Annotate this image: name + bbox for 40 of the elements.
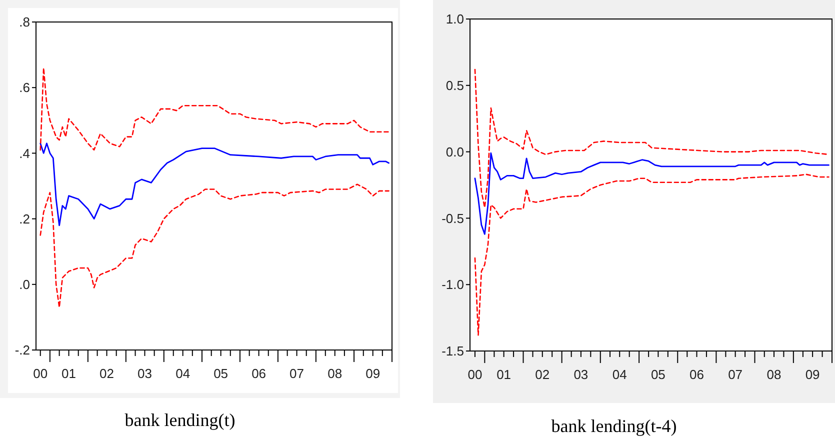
x-tick-label: 02 — [535, 367, 550, 382]
y-tick-label: .4 — [19, 146, 30, 161]
x-tick-label: 08 — [766, 367, 782, 382]
x-tick-label: 02 — [100, 366, 114, 381]
x-tick-label: 03 — [138, 366, 152, 381]
x-axis-title: bank lending(t) — [124, 410, 236, 430]
line-series — [40, 142, 390, 226]
y-tick-label: .0 — [19, 276, 30, 292]
x-tick-label: 05 — [650, 367, 666, 382]
x-tick-label: 03 — [574, 367, 588, 382]
line-series — [474, 152, 830, 235]
x-tick-label: 06 — [252, 366, 266, 381]
x-tick-label: 08 — [328, 366, 342, 381]
x-tick-label: 00 — [33, 366, 48, 381]
y-tick-label: -1.5 — [442, 344, 464, 359]
x-tick-label: 00 — [468, 367, 482, 382]
line-series — [474, 68, 830, 208]
x-tick-label: 09 — [805, 367, 820, 382]
x-tick-label: 06 — [690, 367, 704, 382]
x-tick-label: 07 — [728, 367, 743, 382]
x-tick-label: 05 — [214, 366, 228, 381]
line-series — [474, 174, 830, 336]
y-tick-label: -.2 — [14, 342, 30, 358]
x-axis-title: bank lending(t-4) — [551, 416, 677, 436]
x-tick-label: 07 — [290, 366, 304, 381]
x-tick-label: 01 — [62, 366, 76, 381]
x-tick-label: 04 — [612, 367, 627, 382]
x-tick-label: 04 — [176, 366, 190, 381]
y-tick-label: 1.0 — [446, 12, 464, 27]
line-series — [40, 67, 390, 151]
y-tick-label: 0.0 — [446, 144, 464, 160]
y-tick-label: .2 — [19, 211, 30, 226]
x-tick-label: 09 — [366, 366, 380, 381]
y-tick-label: .8 — [19, 14, 30, 30]
y-tick-label: -0.5 — [442, 210, 464, 226]
line-series — [40, 184, 390, 308]
y-tick-label: .6 — [19, 80, 30, 96]
x-tick-label: 01 — [496, 367, 512, 382]
y-tick-label: -1.0 — [442, 277, 464, 292]
y-tick-label: 0.5 — [446, 78, 464, 93]
